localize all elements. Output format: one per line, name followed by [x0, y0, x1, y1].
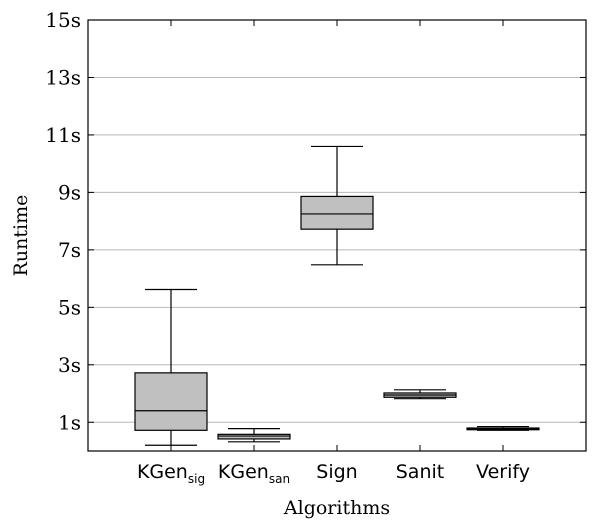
- y-tick-label: 9s: [58, 180, 81, 204]
- y-tick-label: 5s: [58, 295, 81, 319]
- box-verify: [466, 425, 540, 431]
- y-axis-title: Runtime: [10, 195, 32, 277]
- y-tick-label: 11s: [45, 123, 81, 147]
- y-tick-label: 7s: [58, 238, 81, 262]
- y-tick-label: 13s: [45, 65, 81, 89]
- y-tick-label: 1s: [58, 410, 81, 434]
- y-tick-label: 15s: [45, 8, 81, 32]
- x-axis-ticks: KGensig KGensan Sign Sanit Verify: [137, 20, 530, 486]
- box-sign: [300, 145, 374, 266]
- x-tick-label: Sanit: [396, 461, 444, 483]
- iqr-box: [134, 372, 208, 431]
- y-axis-ticks: 1s 3s 5s 7s 9s 11s 13s 15s: [45, 8, 586, 434]
- box-series: [134, 145, 540, 446]
- x-tick-label: KGensan: [218, 461, 290, 486]
- box-sanit: [383, 389, 457, 400]
- x-axis-title: Algorithms: [283, 497, 390, 519]
- box-kgen-san: [217, 427, 291, 443]
- y-tick-label: 3s: [58, 353, 81, 377]
- x-tick-label: Sign: [316, 461, 357, 483]
- x-tick-label: KGensig: [137, 461, 205, 486]
- x-tick-label: Verify: [476, 461, 530, 483]
- iqr-box: [300, 195, 374, 230]
- box-kgen-sig: [134, 288, 208, 446]
